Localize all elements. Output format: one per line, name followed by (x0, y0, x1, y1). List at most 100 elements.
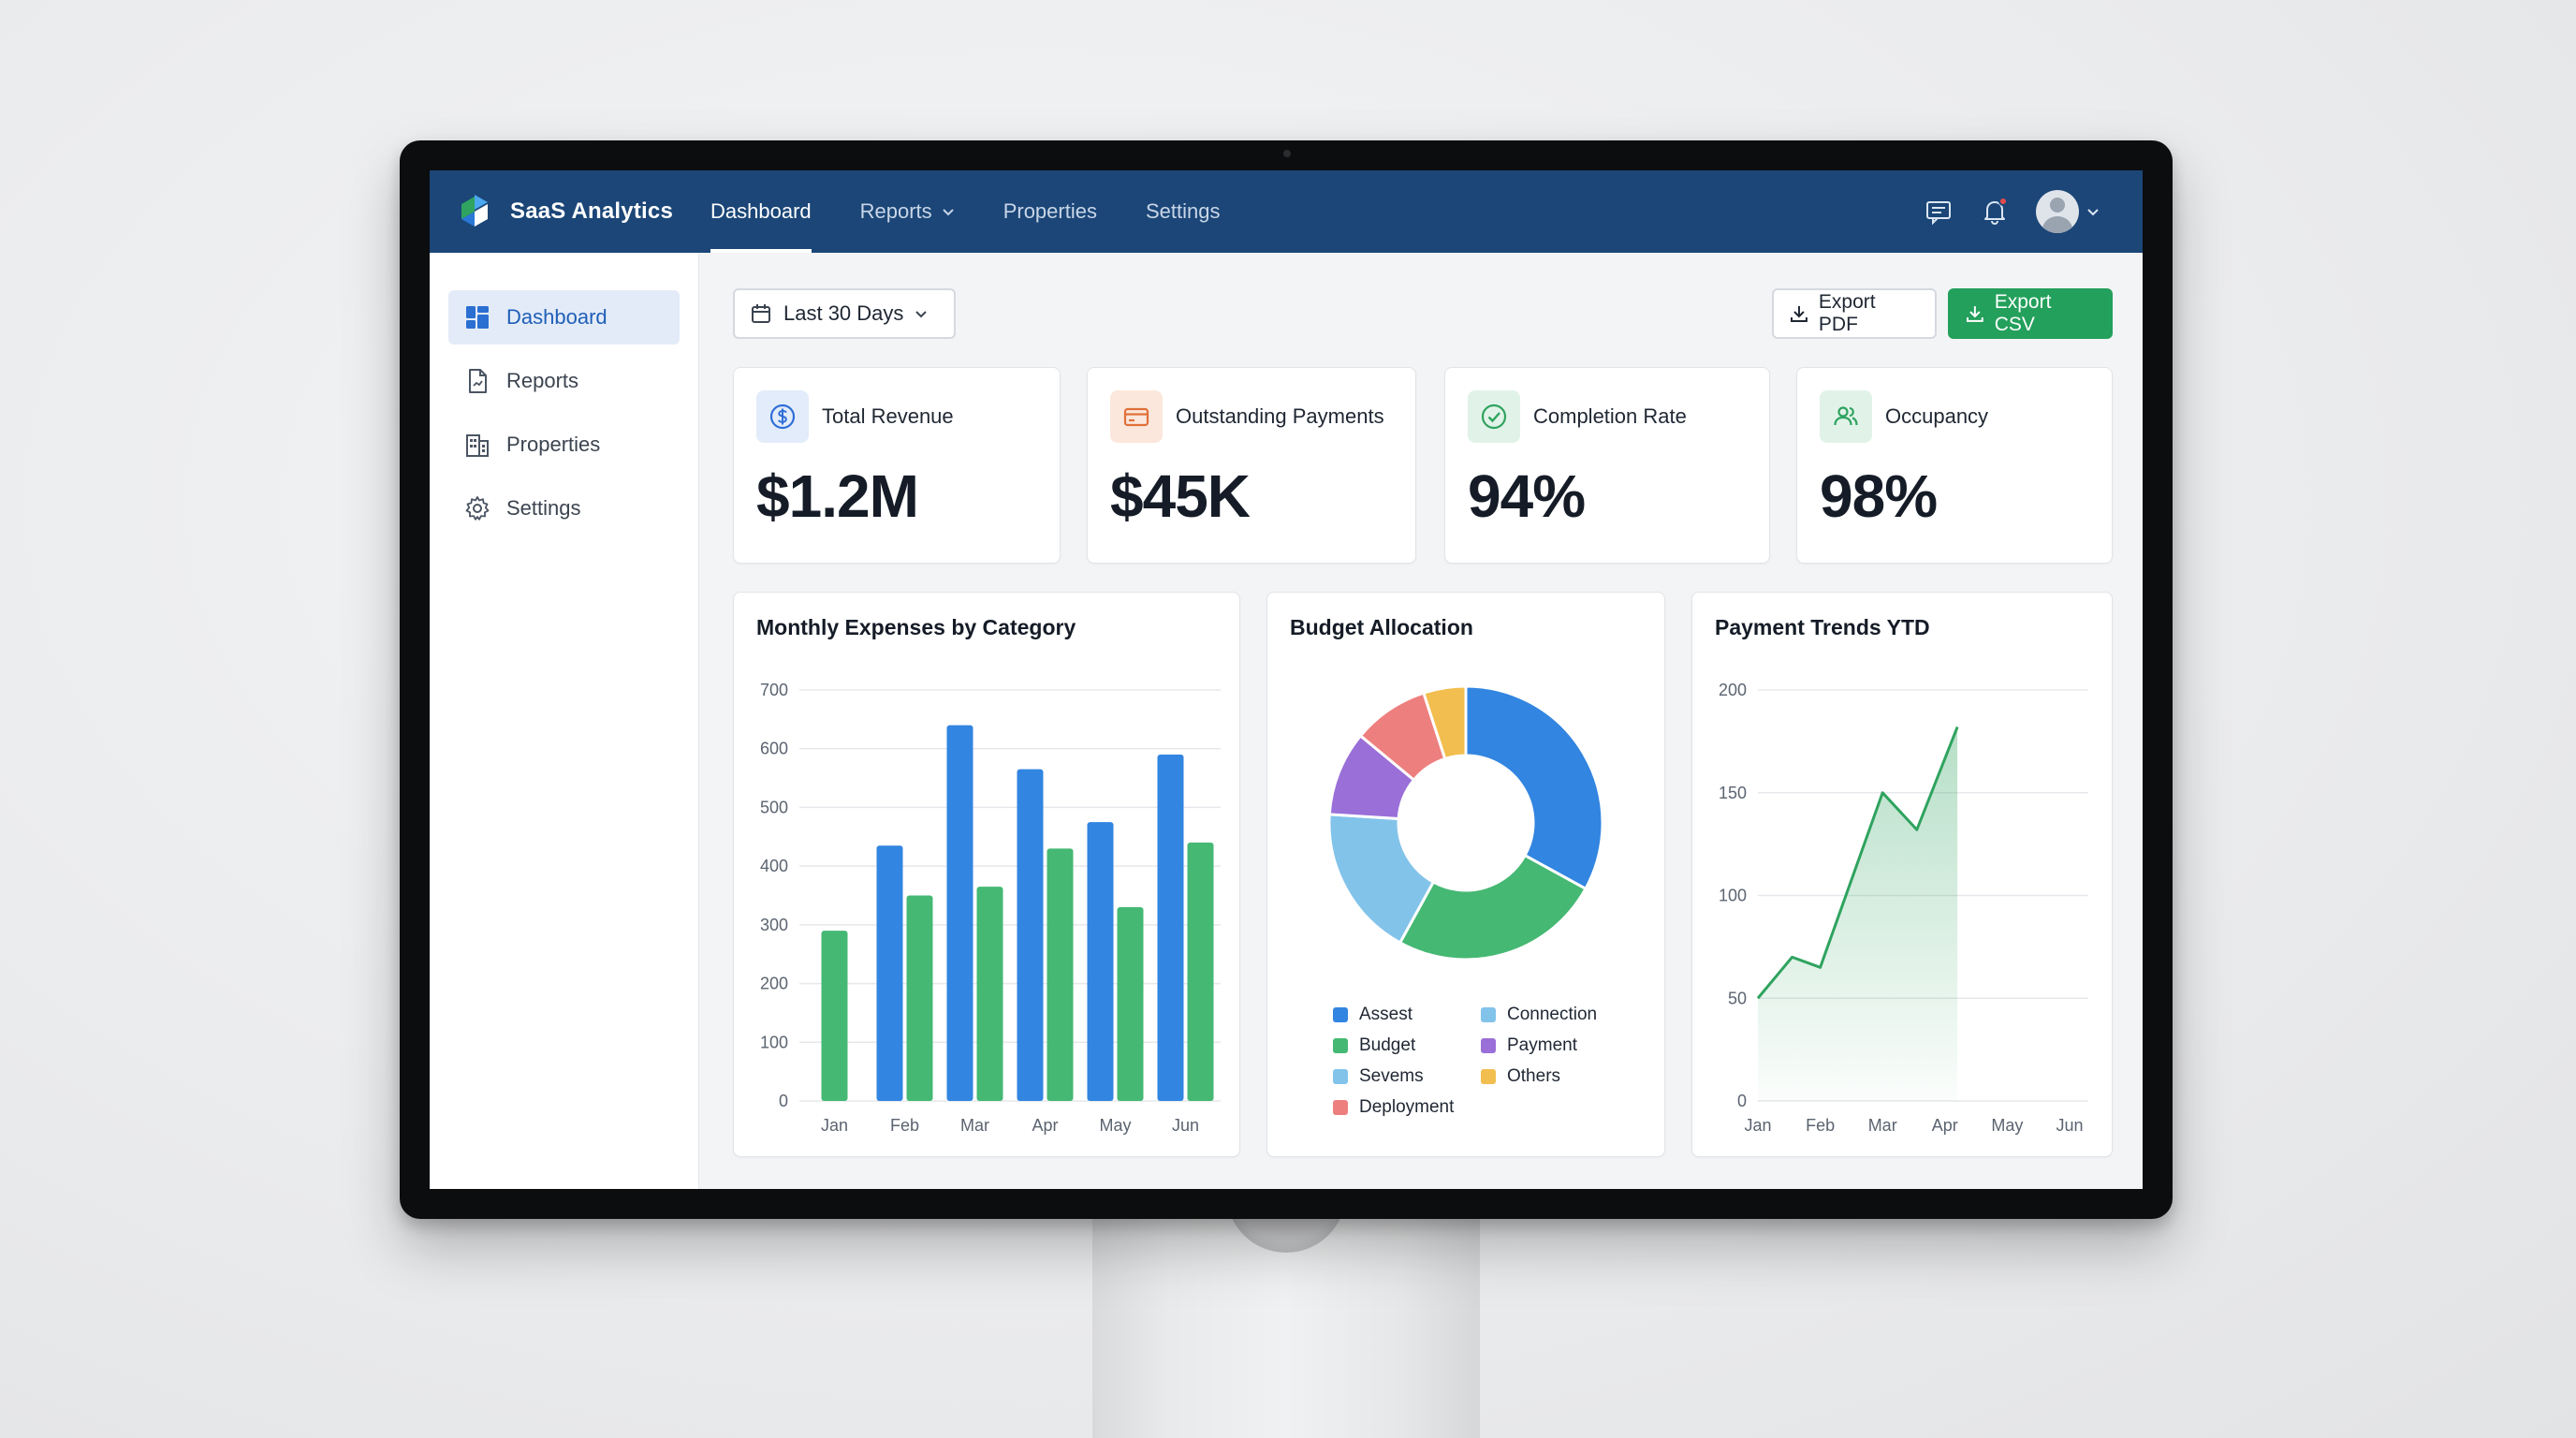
download-icon (1966, 306, 1983, 322)
bar (906, 895, 933, 1101)
y-tick-label: 200 (760, 975, 788, 993)
avatar (2036, 190, 2079, 233)
bar (1117, 907, 1144, 1101)
legend-item: Connection (1481, 1005, 1597, 1025)
y-tick-label: 0 (779, 1092, 788, 1110)
chart-card-monthly-expenses: Monthly Expenses by Category 0 100 200 300 4… (733, 592, 1240, 1157)
gear-icon (465, 496, 490, 521)
credit-card-icon (1110, 390, 1163, 443)
kpi-card-outstanding-payments: Outstanding Payments $45K (1087, 367, 1416, 564)
nav-properties-label: Properties (1003, 199, 1097, 223)
kpi-label: Occupancy (1885, 404, 1989, 428)
area-fill (1758, 726, 1958, 1101)
kpi-value: 94% (1468, 462, 1586, 530)
x-tick-label: Jun (1172, 1116, 1199, 1135)
y-tick-label: 200 (1719, 681, 1747, 699)
sidebar: Dashboard Reports (430, 253, 699, 1189)
users-icon (1820, 390, 1872, 443)
bar (1017, 769, 1044, 1101)
x-tick-label: Apr (1032, 1116, 1058, 1135)
kpi-card-occupancy: Occupancy 98% (1796, 367, 2113, 564)
sidebar-item-properties[interactable]: Properties (448, 418, 680, 472)
chart-title: Budget Allocation (1290, 615, 1473, 639)
legend-label: Sevems (1359, 1066, 1424, 1086)
legend-label: Payment (1507, 1035, 1577, 1055)
legend-swatch (1481, 1007, 1496, 1022)
nav-settings-label: Settings (1145, 199, 1221, 223)
legend-label: Assest (1359, 1005, 1413, 1024)
check-circle-icon (1468, 390, 1520, 443)
bar (1087, 822, 1114, 1101)
calendar-icon (752, 304, 770, 323)
y-tick-label: 600 (760, 740, 788, 758)
kpi-label: Completion Rate (1533, 404, 1687, 428)
area-chart: 0 50 100 150 200 Jan Feb Mar Apr May Jun (1719, 681, 2088, 1135)
main-content: Last 30 Days Export PDF Export CSV (699, 253, 2143, 1189)
pie-slice (1421, 684, 1468, 761)
x-tick-label: Feb (890, 1116, 919, 1135)
sidebar-item-settings[interactable]: Settings (448, 481, 680, 536)
bell-icon[interactable] (1980, 197, 2010, 227)
main-nav: Dashboard Reports Properties Settings (710, 170, 1268, 253)
document-icon (469, 369, 487, 393)
kpi-label: Outstanding Payments (1176, 404, 1384, 428)
y-tick-label: 100 (1719, 887, 1747, 905)
sidebar-item-label: Reports (506, 369, 579, 392)
chart-title: Payment Trends YTD (1715, 615, 1930, 639)
y-tick-label: 100 (760, 1033, 788, 1051)
export-pdf-button[interactable]: Export PDF (1772, 288, 1937, 339)
chevron-down-icon (942, 209, 954, 216)
bar (1046, 848, 1074, 1101)
kpi-value: $45K (1110, 462, 1251, 530)
legend-item: Sevems (1333, 1066, 1424, 1087)
x-tick-label: Jan (821, 1116, 848, 1135)
legend-label: Deployment (1359, 1097, 1455, 1117)
donut-chart (1327, 684, 1604, 961)
sidebar-item-dashboard[interactable]: Dashboard (448, 290, 680, 345)
top-actions (1897, 190, 2100, 233)
date-range-select[interactable]: Last 30 Days (733, 288, 956, 339)
legend-item: Payment (1481, 1035, 1577, 1056)
chart-card-budget-allocation: Budget Allocation Assest Connection Budget… (1266, 592, 1665, 1157)
bar (876, 845, 903, 1101)
bar (1187, 843, 1214, 1101)
y-tick-label: 400 (760, 857, 788, 875)
message-icon[interactable] (1924, 197, 1954, 227)
export-pdf-label: Export PDF (1818, 291, 1876, 335)
legend-item: Deployment (1333, 1097, 1454, 1118)
top-navigation-bar: SaaS Analytics Dashboard Reports Propert… (430, 170, 2143, 253)
nav-dashboard[interactable]: Dashboard (710, 170, 812, 253)
sidebar-item-reports[interactable]: Reports (448, 354, 680, 408)
sidebar-item-label: Properties (506, 433, 601, 456)
nav-settings[interactable]: Settings (1146, 170, 1221, 253)
x-tick-label: Mar (1868, 1116, 1897, 1135)
user-menu[interactable] (2036, 190, 2100, 233)
chart-card-payment-trends: Payment Trends YTD 0 50 100 150 200 Jan Feb Mar… (1691, 592, 2113, 1157)
dollar-icon (756, 390, 809, 443)
y-tick-label: 300 (760, 916, 788, 934)
legend-item: Budget (1333, 1035, 1415, 1056)
y-tick-label: 0 (1737, 1092, 1747, 1110)
export-csv-button[interactable]: Export CSV (1948, 288, 2113, 339)
camera-dot (1283, 150, 1291, 157)
nav-properties[interactable]: Properties (1003, 170, 1097, 253)
legend-swatch (1333, 1069, 1348, 1084)
nav-dashboard-label: Dashboard (710, 199, 812, 223)
legend-item: Assest (1333, 1005, 1412, 1025)
legend-item: Others (1481, 1066, 1560, 1087)
nav-reports-label: Reports (859, 199, 932, 223)
download-icon (1790, 306, 1808, 322)
pie-slice (1327, 813, 1436, 945)
nav-reports[interactable]: Reports (860, 170, 955, 253)
chart-title: Monthly Expenses by Category (756, 615, 1076, 639)
bar (821, 931, 848, 1101)
bar (1157, 754, 1184, 1101)
notification-dot (1998, 197, 2008, 206)
chevron-down-icon (915, 311, 928, 318)
brand-logo-icon (461, 195, 488, 227)
legend-label: Others (1507, 1066, 1561, 1086)
legend-swatch (1333, 1038, 1348, 1053)
legend-label: Budget (1359, 1035, 1416, 1055)
legend-swatch (1333, 1100, 1348, 1115)
brand[interactable]: SaaS Analytics (458, 193, 710, 230)
